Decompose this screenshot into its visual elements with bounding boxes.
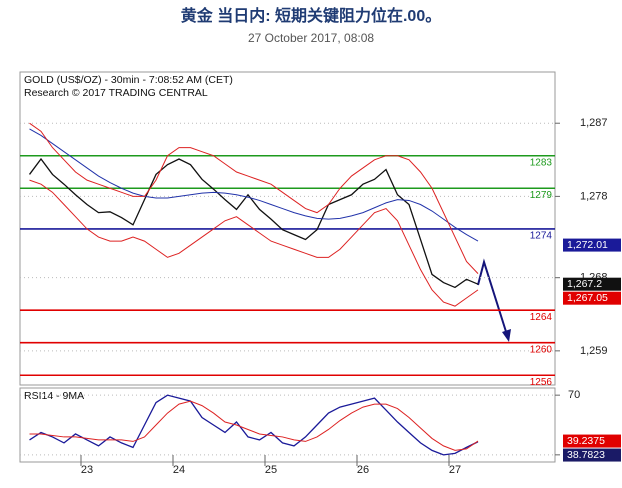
y-tick-label: 1,278 — [580, 190, 608, 202]
price-tag-label: 1,272.01 — [567, 239, 608, 251]
subtitle: 27 October 2017, 08:08 — [248, 31, 374, 45]
price-tag — [563, 434, 621, 448]
price-tag — [563, 291, 621, 305]
y-tick-label: 1,259 — [580, 345, 608, 357]
rsi-panel — [19, 387, 556, 463]
chart-title: GOLD (US$/OZ) - 30min - 7:08:52 AM (CET) — [24, 74, 233, 86]
x-tick-label: 23 — [81, 464, 93, 476]
price-tag — [563, 238, 621, 252]
chart-subtitle: Research © 2017 TRADING CENTRAL — [24, 87, 208, 99]
series-line — [29, 128, 479, 242]
x-tick-label: 25 — [265, 464, 277, 476]
series-line — [29, 122, 479, 274]
level-label: 1264 — [530, 312, 553, 323]
series-line — [29, 179, 479, 307]
y-tick-label: 1,287 — [580, 117, 608, 129]
price-tag — [563, 448, 621, 462]
level-label: 1274 — [530, 231, 553, 242]
level-label: 1260 — [530, 344, 553, 355]
title: 黄金 当日内: 短期关键阻力位在.00。 — [181, 6, 441, 25]
price-tag — [563, 277, 621, 291]
x-tick-label: 27 — [449, 464, 461, 476]
level-label: 1283 — [530, 157, 553, 168]
level-label: 1279 — [530, 190, 553, 201]
y-tick-label: 70 — [568, 389, 580, 401]
forecast-arrow — [477, 258, 509, 339]
price-tag-label: 1,267.05 — [567, 292, 608, 304]
x-tick-label: 26 — [357, 464, 369, 476]
price-tag-label: 38.7823 — [567, 449, 605, 461]
x-tick-label: 24 — [173, 464, 185, 476]
series-line — [29, 400, 479, 451]
arrow-head — [502, 329, 511, 342]
price-tag-label: 39.2375 — [567, 435, 605, 447]
level-label: 1256 — [530, 377, 553, 388]
price-tag-label: 1,267.2 — [567, 278, 602, 290]
series-line — [29, 394, 479, 456]
rsi-title: RSI14 - 9MA — [24, 390, 84, 402]
